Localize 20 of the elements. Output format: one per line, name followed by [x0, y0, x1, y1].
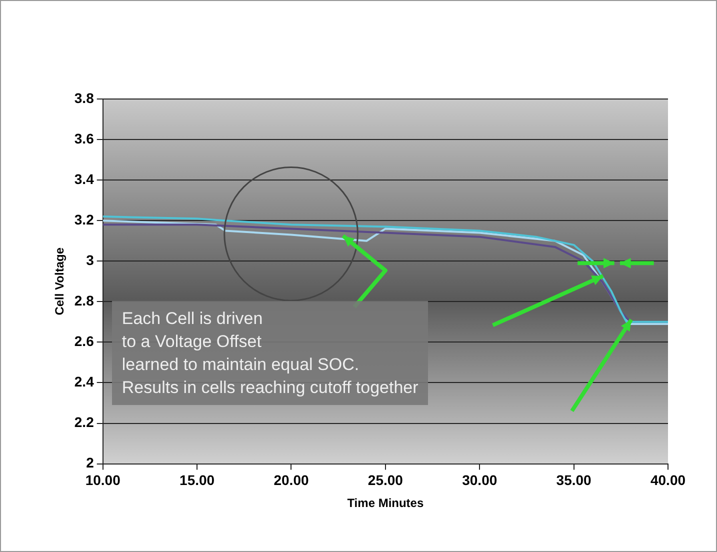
- x-tick-label: 15.00: [180, 472, 215, 488]
- y-tick-label: 3: [86, 252, 94, 268]
- y-tick-label: 2.8: [74, 292, 94, 309]
- annotation: Each Cell is driven to a Voltage Offset learned to maintain equal SOC. Results in cells reaching cutoff together: [112, 301, 428, 406]
- y-tick-label: 2.2: [74, 414, 94, 430]
- x-tick-label: 10.00: [85, 472, 121, 488]
- y-tick-label: 2.4: [74, 374, 94, 390]
- y-tick-label: 3.6: [74, 130, 94, 146]
- y-tick-label: 2: [86, 454, 94, 471]
- x-tick-label: 30.00: [462, 472, 498, 488]
- x-tick-label: 20.00: [274, 472, 309, 488]
- y-tick-label: 3.4: [74, 170, 94, 187]
- y-tick-label: 2.6: [74, 333, 94, 350]
- x-axis-title: Time Minutes: [347, 496, 424, 510]
- y-tick-label: 3.8: [74, 90, 94, 106]
- x-tick-label: 35.00: [556, 472, 592, 488]
- x-tick-label: 25.00: [368, 472, 404, 488]
- y-tick-label: 3.2: [74, 211, 94, 228]
- x-tick-label: 40.00: [650, 472, 686, 488]
- y-axis-title: Cell Voltage: [52, 247, 67, 316]
